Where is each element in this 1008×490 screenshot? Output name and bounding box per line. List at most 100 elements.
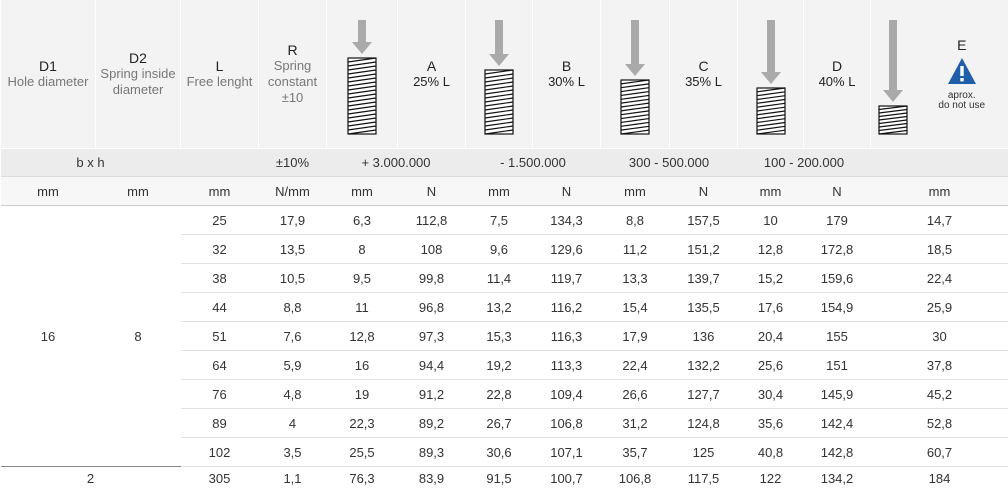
unit-cell: N [398, 177, 466, 206]
data-cell: 8,8 [601, 206, 670, 235]
data-cell: 106,8 [533, 409, 601, 438]
data-cell: 10,5 [259, 264, 327, 293]
data-cell: 125 [670, 438, 738, 467]
data-cell: 45,2 [871, 380, 1008, 409]
data-cell: 136 [670, 322, 738, 351]
spring-icon [466, 0, 533, 149]
data-cell: 134,2 [804, 467, 871, 490]
data-cell: 96,8 [398, 293, 466, 322]
data-cell: 127,7 [670, 380, 738, 409]
data-cell: 108 [398, 235, 466, 264]
data-cell: 76,3 [327, 467, 398, 490]
data-cell: 25 [181, 206, 259, 235]
data-cell: 83,9 [398, 467, 466, 490]
col-label: 40% L [819, 74, 856, 89]
data-cell: 106,8 [601, 467, 670, 490]
d1-cell: 16 [1, 206, 96, 467]
data-cell: 9,5 [327, 264, 398, 293]
data-cell: 109,4 [533, 380, 601, 409]
data-cell: 22,4 [601, 351, 670, 380]
data-cell: 1,1 [259, 467, 327, 490]
data-cell: 10 [738, 206, 804, 235]
data-cell: 89,2 [398, 409, 466, 438]
data-cell: 11,2 [601, 235, 670, 264]
unit-cell: mm [466, 177, 533, 206]
col-label: 25% L [413, 74, 450, 89]
data-cell: 122 [738, 467, 804, 490]
data-cell: 17,9 [259, 206, 327, 235]
warning-icon [947, 57, 977, 85]
spring-icon [738, 0, 804, 149]
unit-cell: mm [96, 177, 181, 206]
data-cell: 22,3 [327, 409, 398, 438]
col-code: R [259, 42, 326, 58]
data-cell: 37,8 [871, 351, 1008, 380]
subheader-cell: 100 - 200.000 [738, 149, 871, 177]
data-cell: 76 [181, 380, 259, 409]
data-cell: 139,7 [670, 264, 738, 293]
unit-cell: mm [181, 177, 259, 206]
subheader-cell: ±10% [259, 149, 327, 177]
data-cell: 134,3 [533, 206, 601, 235]
data-cell: 12,8 [738, 235, 804, 264]
col-label: 30% L [548, 74, 585, 89]
subheader-cell [871, 149, 1008, 177]
data-cell: 159,6 [804, 264, 871, 293]
unit-cell: mm [738, 177, 804, 206]
data-cell: 97,3 [398, 322, 466, 351]
data-cell: 91,2 [398, 380, 466, 409]
col-label: 35% L [685, 74, 722, 89]
data-cell: 107,1 [533, 438, 601, 467]
data-cell: 38 [181, 264, 259, 293]
subheader-row: b x h ±10% + 3.000.000 - 1.500.000 300 -… [1, 149, 1008, 177]
data-cell: 9,6 [466, 235, 533, 264]
data-cell: 151,2 [670, 235, 738, 264]
col-code: D [804, 58, 870, 74]
data-cell: 30 [871, 322, 1008, 351]
data-cell: 7,5 [466, 206, 533, 235]
data-cell: 94,4 [398, 351, 466, 380]
data-cell: 172,8 [804, 235, 871, 264]
data-cell: 179 [804, 206, 871, 235]
data-cell: 119,7 [533, 264, 601, 293]
data-cell: 135,5 [670, 293, 738, 322]
subheader-cell: 300 - 500.000 [601, 149, 738, 177]
data-cell: 14,7 [871, 206, 1008, 235]
data-cell: 60,7 [871, 438, 1008, 467]
data-cell: 145,9 [804, 380, 871, 409]
col-label: Spring constant ±10 [268, 58, 317, 105]
data-cell: 35,7 [601, 438, 670, 467]
col-label: Hole diameter [8, 74, 89, 89]
data-cell: 64 [181, 351, 259, 380]
data-cell: 32 [181, 235, 259, 264]
spring-icon [601, 0, 670, 149]
e-note: do not use [915, 101, 1008, 111]
unit-cell: mm [601, 177, 670, 206]
data-cell: 51 [181, 322, 259, 351]
data-cell: 4 [259, 409, 327, 438]
data-cell: 26,6 [601, 380, 670, 409]
data-cell: 116,3 [533, 322, 601, 351]
header-cell: E aprox. do not use [871, 0, 1008, 149]
subheader-cell: + 3.000.000 [327, 149, 466, 177]
spring-drawing [342, 6, 382, 138]
data-cell: 11,4 [466, 264, 533, 293]
e-cell: E aprox. do not use [871, 0, 1008, 148]
spring-drawing [873, 6, 913, 138]
unit-cell: N [533, 177, 601, 206]
data-cell: 3,5 [259, 438, 327, 467]
data-cell: 13,3 [601, 264, 670, 293]
col-code: D2 [96, 50, 180, 66]
data-cell: 100,7 [533, 467, 601, 490]
unit-cell: mm [871, 177, 1008, 206]
spring-drawing [615, 6, 655, 138]
unit-cell: mm [327, 177, 398, 206]
data-cell: 8 [327, 235, 398, 264]
